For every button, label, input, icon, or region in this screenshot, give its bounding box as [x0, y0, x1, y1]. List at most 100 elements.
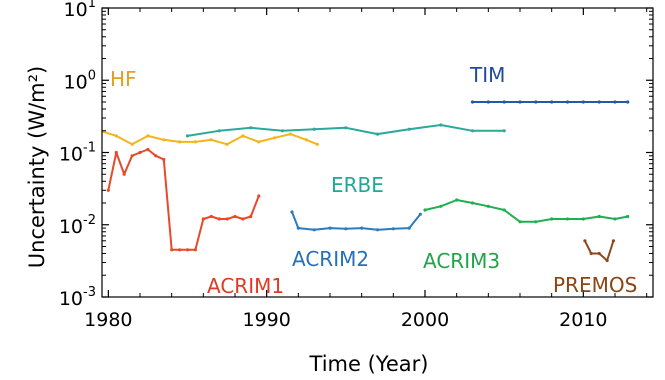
y-tick-label: 10-2 [59, 213, 96, 238]
data-point [185, 134, 190, 138]
data-point [581, 100, 585, 104]
data-point [122, 172, 126, 176]
data-point [312, 228, 316, 232]
data-point [597, 251, 601, 256]
series-hf [102, 130, 319, 146]
data-point [193, 140, 197, 144]
data-point [288, 132, 292, 136]
data-point [613, 100, 617, 104]
data-point [565, 217, 570, 221]
data-point [249, 126, 253, 130]
data-point [185, 248, 190, 252]
x-tick-label: 2000 [401, 309, 449, 331]
data-point [130, 154, 134, 158]
data-point [418, 212, 422, 216]
data-point [296, 226, 300, 230]
data-point [290, 210, 294, 214]
series-line-acrim3 [424, 199, 628, 223]
data-point [209, 138, 213, 142]
x-tick-label: 1990 [242, 309, 290, 331]
data-point [257, 194, 261, 198]
data-point [193, 248, 197, 252]
data-point [407, 226, 411, 230]
data-point [146, 147, 150, 152]
series-label-premos: PREMOS [553, 273, 637, 297]
data-point [470, 129, 475, 133]
data-point [114, 150, 118, 155]
data-point [201, 217, 205, 221]
data-point [565, 100, 570, 104]
series-label-acrim1: ACRIM1 [207, 274, 284, 298]
data-point [486, 100, 490, 104]
data-point [502, 100, 506, 104]
data-point [439, 204, 443, 208]
series-tim [470, 100, 630, 104]
data-point [518, 220, 522, 224]
data-point [583, 239, 587, 243]
data-point [391, 227, 395, 231]
data-point [257, 140, 261, 144]
data-point [280, 129, 285, 133]
data-point [605, 258, 609, 263]
data-point [375, 132, 380, 136]
data-point [486, 204, 490, 208]
data-point [597, 100, 601, 104]
data-point [360, 226, 364, 230]
data-point [241, 217, 245, 221]
data-point [613, 217, 617, 221]
y-tick-label: 101 [64, 0, 96, 21]
ticks-layer: 1980 1990 2000 2010 10-3 10-2 10-1 100 101 [59, 0, 653, 331]
data-point [170, 248, 174, 252]
series-erbe [185, 123, 506, 138]
data-point [455, 198, 459, 202]
data-point [611, 239, 616, 243]
series-label-erbe: ERBE [331, 173, 384, 197]
y-tick-label: 10-1 [59, 141, 96, 166]
data-point [502, 208, 506, 212]
data-point [344, 227, 348, 231]
series-label-acrim2: ACRIM2 [292, 247, 369, 271]
data-point [315, 142, 319, 146]
series-label-tim: TIM [469, 63, 505, 87]
data-point [597, 214, 601, 219]
x-tick-label: 2010 [559, 309, 607, 331]
series-premos [583, 239, 616, 263]
data-point [312, 127, 316, 131]
data-point [225, 142, 229, 146]
data-point [439, 123, 443, 127]
data-point [209, 214, 213, 219]
data-point [518, 100, 522, 104]
data-point [375, 228, 380, 232]
series-layer [102, 100, 630, 263]
series-acrim2 [290, 210, 422, 232]
data-point [344, 126, 348, 130]
data-point [502, 129, 506, 133]
series-line-premos [584, 240, 615, 262]
data-point [273, 136, 277, 140]
data-point [581, 217, 585, 221]
data-point [534, 220, 538, 224]
data-point [407, 127, 411, 131]
data-point [217, 129, 221, 133]
series-line-acrim1 [107, 148, 260, 251]
data-point [162, 157, 166, 162]
data-point [130, 142, 134, 146]
x-tick-label: 1980 [84, 309, 132, 331]
series-label-acrim3: ACRIM3 [423, 249, 500, 273]
data-point [146, 134, 150, 138]
data-point [138, 150, 142, 155]
data-point [589, 251, 593, 256]
data-point [106, 188, 110, 192]
y-tick-label: 10-3 [59, 285, 96, 310]
data-point [225, 217, 229, 221]
x-axis-label: Time (Year) [309, 352, 429, 376]
y-axis-label: Uncertainty (W/m²) [25, 66, 49, 268]
data-point [328, 226, 332, 230]
data-point [178, 140, 182, 144]
data-point [233, 214, 237, 219]
series-acrim1 [106, 147, 261, 252]
data-point [249, 214, 253, 219]
y-tick-label: 100 [64, 68, 96, 93]
data-point [550, 100, 554, 104]
